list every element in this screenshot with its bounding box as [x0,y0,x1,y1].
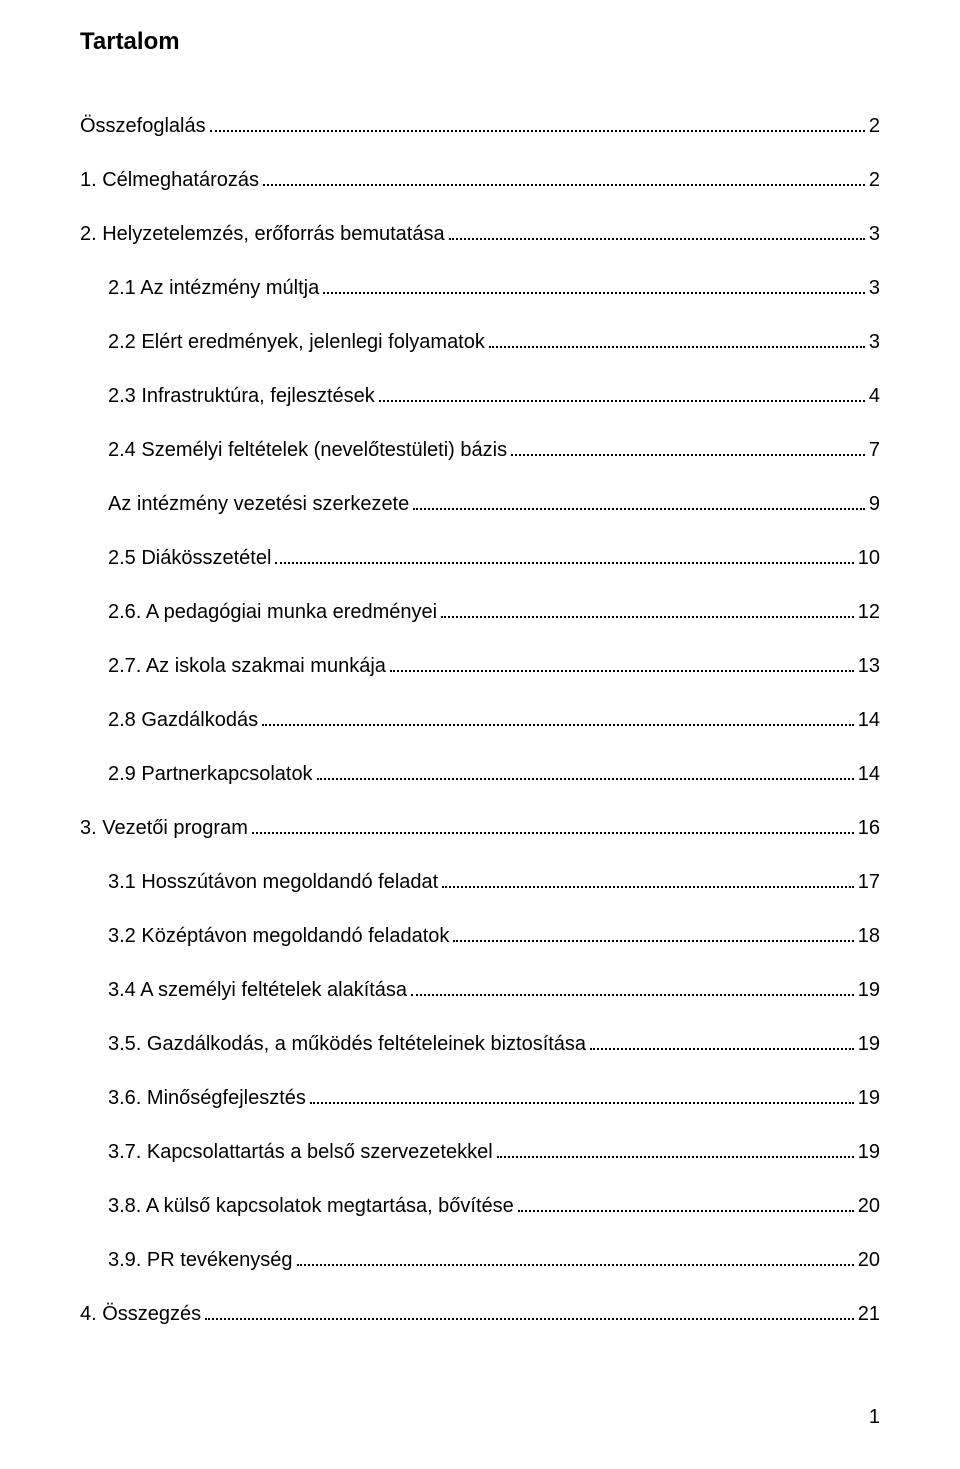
toc-leader-dots [323,274,865,294]
toc-entry-page: 10 [858,546,880,570]
toc-entry: 2. Helyzetelemzés, erőforrás bemutatása 3 [80,220,880,246]
toc-entry-label: 2.4 Személyi feltételek (nevelőtestületi… [108,438,507,462]
toc-entry-page: 19 [858,1140,880,1164]
toc-entry-page: 19 [858,978,880,1002]
toc-entry: 3.7. Kapcsolattartás a belső szervezetek… [80,1138,880,1164]
toc-entry-label: 2.1 Az intézmény múltja [108,276,319,300]
toc-entry-page: 3 [869,222,880,246]
table-of-contents: Összefoglalás 2 1. Célmeghatározás 2 2. Hely… [80,112,880,1326]
toc-entry-label: 3.7. Kapcsolattartás a belső szervezetek… [108,1140,493,1164]
toc-entry-page: 4 [869,384,880,408]
toc-entry: 3.8. A külső kapcsolatok megtartása, bőv… [80,1192,880,1218]
toc-leader-dots [497,1138,854,1158]
toc-leader-dots [511,436,865,456]
toc-entry: 2.6. A pedagógiai munka eredményei 12 [80,598,880,624]
toc-entry-page: 18 [858,924,880,948]
toc-entry-label: 3.8. A külső kapcsolatok megtartása, bőv… [108,1194,514,1218]
toc-entry-label: 2.7. Az iskola szakmai munkája [108,654,386,678]
toc-leader-dots [262,706,854,726]
toc-entry-label: 3.9. PR tevékenység [108,1248,293,1272]
toc-entry-page: 20 [858,1194,880,1218]
toc-entry: 2.8 Gazdálkodás 14 [80,706,880,732]
toc-entry: 3.5. Gazdálkodás, a működés feltételeine… [80,1030,880,1056]
toc-leader-dots [413,490,865,510]
toc-entry: 3.2 Középtávon megoldandó feladatok 18 [80,922,880,948]
toc-entry-page: 3 [869,330,880,354]
toc-leader-dots [449,220,865,240]
toc-entry: Összefoglalás 2 [80,112,880,138]
footer-page-number: 1 [80,1406,880,1429]
toc-entry: 2.1 Az intézmény múltja 3 [80,274,880,300]
toc-leader-dots [252,814,854,834]
toc-entry-page: 9 [869,492,880,516]
toc-leader-dots [310,1084,854,1104]
toc-entry: 2.2 Elért eredmények, jelenlegi folyamat… [80,328,880,354]
toc-leader-dots [390,652,854,672]
toc-entry: 2.4 Személyi feltételek (nevelőtestületi… [80,436,880,462]
toc-entry-page: 3 [869,276,880,300]
toc-entry-label: 4. Összegzés [80,1302,201,1326]
toc-entry-label: 2.6. A pedagógiai munka eredményei [108,600,437,624]
toc-leader-dots [317,760,854,780]
toc-leader-dots [442,868,854,888]
toc-leader-dots [411,976,854,996]
toc-entry-label: 3.1 Hosszútávon megoldandó feladat [108,870,438,894]
toc-entry-page: 12 [858,600,880,624]
toc-entry: 3.6. Minőségfejlesztés 19 [80,1084,880,1110]
toc-entry: 2.7. Az iskola szakmai munkája 13 [80,652,880,678]
toc-entry: 3. Vezetői program 16 [80,814,880,840]
toc-entry-label: 2.9 Partnerkapcsolatok [108,762,313,786]
toc-entry-page: 7 [869,438,880,462]
page-title: Tartalom [80,28,880,56]
toc-entry-page: 2 [869,114,880,138]
toc-entry: Az intézmény vezetési szerkezete 9 [80,490,880,516]
toc-leader-dots [489,328,865,348]
toc-leader-dots [441,598,854,618]
toc-entry-page: 13 [858,654,880,678]
toc-entry-label: 2. Helyzetelemzés, erőforrás bemutatása [80,222,445,246]
toc-leader-dots [297,1246,854,1266]
toc-entry: 2.9 Partnerkapcsolatok 14 [80,760,880,786]
toc-entry-label: Összefoglalás [80,114,206,138]
toc-entry: 2.5 Diákösszetétel 10 [80,544,880,570]
toc-entry: 1. Célmeghatározás 2 [80,166,880,192]
toc-leader-dots [275,544,853,564]
toc-entry: 4. Összegzés 21 [80,1300,880,1326]
toc-leader-dots [518,1192,854,1212]
toc-entry: 3.1 Hosszútávon megoldandó feladat 17 [80,868,880,894]
toc-entry-label: 2.3 Infrastruktúra, fejlesztések [108,384,375,408]
toc-entry-page: 17 [858,870,880,894]
toc-entry-page: 14 [858,762,880,786]
toc-leader-dots [210,112,865,132]
toc-entry-label: 1. Célmeghatározás [80,168,259,192]
toc-entry-label: 3. Vezetői program [80,816,248,840]
toc-entry-label: 3.2 Középtávon megoldandó feladatok [108,924,449,948]
toc-entry-label: 3.6. Minőségfejlesztés [108,1086,306,1110]
toc-entry-label: 2.5 Diákösszetétel [108,546,271,570]
toc-leader-dots [379,382,865,402]
toc-entry-page: 2 [869,168,880,192]
toc-entry-page: 19 [858,1086,880,1110]
toc-entry: 3.4 A személyi feltételek alakítása 19 [80,976,880,1002]
toc-entry: 3.9. PR tevékenység 20 [80,1246,880,1272]
toc-leader-dots [205,1300,854,1320]
toc-entry-page: 20 [858,1248,880,1272]
toc-leader-dots [263,166,865,186]
toc-entry-page: 19 [858,1032,880,1056]
toc-entry-page: 14 [858,708,880,732]
toc-entry-label: 3.4 A személyi feltételek alakítása [108,978,407,1002]
toc-entry-page: 16 [858,816,880,840]
toc-entry-label: 3.5. Gazdálkodás, a működés feltételeine… [108,1032,586,1056]
toc-entry-label: 2.2 Elért eredmények, jelenlegi folyamat… [108,330,485,354]
toc-entry-label: 2.8 Gazdálkodás [108,708,258,732]
toc-entry-page: 21 [858,1302,880,1326]
toc-leader-dots [590,1030,854,1050]
toc-entry-label: Az intézmény vezetési szerkezete [108,492,409,516]
toc-entry: 2.3 Infrastruktúra, fejlesztések 4 [80,382,880,408]
toc-leader-dots [453,922,853,942]
